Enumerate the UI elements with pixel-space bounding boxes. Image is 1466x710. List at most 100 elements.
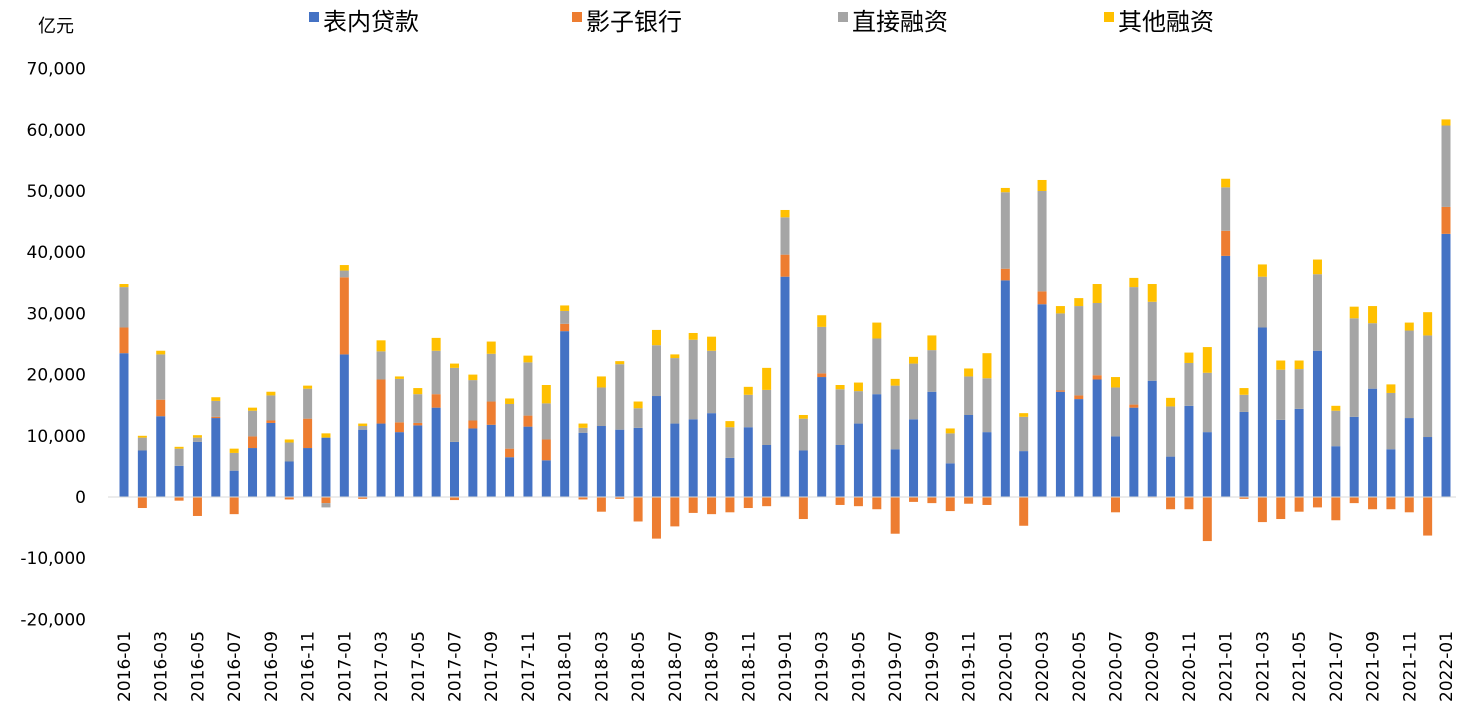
bar-segment [853,391,863,424]
bar-segment [303,385,313,389]
y-tick-label: 30,000 [27,304,86,324]
bar-segment [762,444,772,497]
bar-segment [1037,191,1047,292]
bar-segment [1312,350,1322,497]
bar-segment [872,322,882,339]
x-tick-label: 2016-11 [299,631,319,702]
bar-segment [633,401,643,409]
x-tick-label: 2020-11 [1180,631,1200,702]
bar-segment [651,396,661,497]
bar-segment [1331,497,1341,521]
bar-segment [596,426,606,497]
bar-segment [1166,497,1176,510]
bar-segment [835,444,845,497]
x-tick-label: 2016-03 [152,631,172,702]
bar-segment [1331,405,1341,411]
bar-segment [817,326,827,374]
bar-segment [817,373,827,378]
bar-segment [1221,178,1231,188]
bar-segment [651,497,661,539]
x-tick-label: 2019-01 [776,631,796,702]
bar-segment [1000,187,1010,193]
x-tick-label: 2017-09 [482,631,502,702]
bar-segment [1441,125,1451,207]
legend-swatch [572,12,582,22]
bar-segment [615,429,625,497]
bar-segment [945,428,955,434]
bar-segment [1386,449,1396,497]
bar-segment [578,423,588,428]
bar-segment [248,448,258,497]
bar-segment [1129,404,1139,408]
bar-segment [431,394,441,408]
x-tick-label: 2021-07 [1327,631,1347,702]
legend-label: 直接融资 [852,8,948,36]
bar-segment [835,385,845,390]
legend: 表内贷款 影子银行 直接融资 其他融资 [309,8,1214,36]
bar-segment [137,437,147,451]
bar-segment [964,376,974,415]
bar-segment [1037,291,1047,305]
bar-segment [413,425,423,497]
bar-segment [119,353,129,497]
bar-segment [909,356,919,364]
x-tick-label: 2017-03 [372,631,392,702]
bar-segment [1349,416,1359,497]
bar-segment [615,497,625,499]
bar-segment [1404,322,1414,331]
bar-segment [707,413,717,497]
bar-segment [725,421,735,428]
bar-segment [872,338,882,395]
bar-segment [578,497,588,500]
bar-segment [523,426,533,497]
legend-label: 影子银行 [586,8,682,36]
bar-segment [431,407,441,497]
bar-segment [376,379,386,424]
bar-segment [174,446,184,449]
bar-segment [725,427,735,458]
bar-segment [156,350,166,355]
bar-segment [853,382,863,392]
bar-segment [229,452,239,471]
bar-segment [303,418,313,449]
bars [108,119,1456,542]
bar-segment [560,331,570,497]
bar-segment [762,367,772,390]
x-tick-label: 2020-07 [1107,631,1127,702]
bar-segment [890,497,900,534]
bar-segment [835,389,845,445]
bar-segment [1441,119,1451,126]
x-tick-label: 2016-05 [188,631,208,702]
bar-segment [780,209,790,218]
bar-segment [578,427,588,433]
bar-segment [266,422,276,497]
bar-segment [909,497,919,502]
bar-segment [394,432,404,497]
x-tick-label: 2021-05 [1290,631,1310,702]
bar-segment [670,358,680,424]
bar-segment [945,497,955,512]
bar-segment [248,436,258,449]
bar-segment [1111,497,1120,513]
bar-segment [909,419,919,497]
x-tick-label: 2019-07 [886,631,906,702]
x-tick-label: 2021-01 [1217,631,1237,702]
bar-segment [1055,390,1065,392]
bar-segment [1147,380,1157,497]
bar-segment [284,442,294,462]
bar-segment [174,465,184,497]
bar-segment [486,424,496,497]
bar-segment [468,428,478,497]
bar-segment [945,433,955,464]
bar-segment [1055,313,1065,391]
bar-segment [468,380,478,421]
bar-segment [321,433,331,438]
x-tick-label: 2016-09 [262,631,282,702]
bar-segment [1404,497,1414,513]
bar-segment [394,422,404,433]
bar-segment [156,416,166,497]
x-tick-label: 2020-03 [1033,631,1053,702]
bar-segment [450,441,459,497]
x-tick-label: 2019-05 [849,631,869,702]
